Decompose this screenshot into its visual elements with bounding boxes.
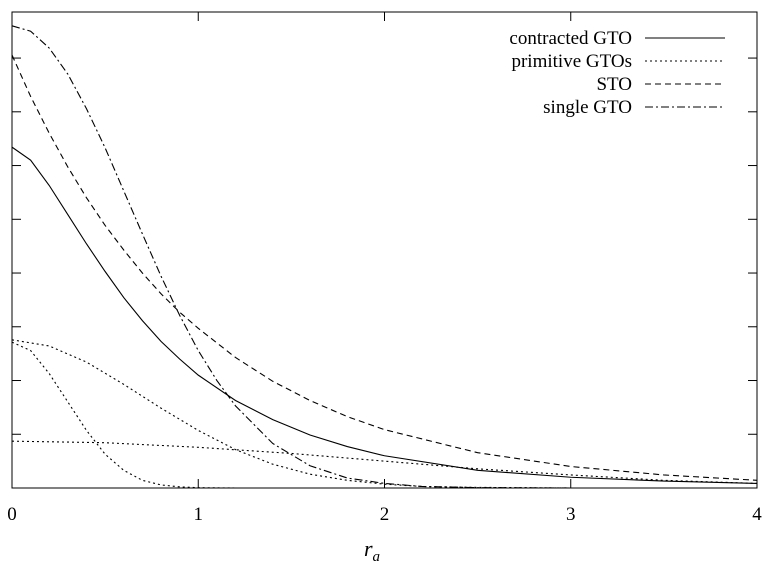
series-line-dotted-3 (11, 440, 758, 484)
series-lines (11, 25, 758, 489)
legend-label: primitive GTOs (511, 51, 632, 72)
legend-label: single GTO (543, 97, 632, 118)
series-line-dashed-4 (11, 54, 758, 481)
x-tick-label: 0 (7, 504, 17, 525)
x-tick-label: 1 (194, 504, 204, 525)
x-tick-label: 2 (380, 504, 390, 525)
legend-label: contracted GTO (509, 28, 632, 49)
legend-label: STO (596, 74, 632, 95)
axis-ticks (11, 12, 758, 489)
x-tick-label: 3 (566, 504, 576, 525)
series-line-solid-0 (11, 146, 758, 484)
x-axis-title: ra (364, 536, 380, 563)
series-line-dotted-1 (11, 341, 236, 489)
series-line-dotted-2 (11, 339, 571, 489)
x-tick-label: 4 (752, 504, 762, 525)
x-tick-labels: 0 1 2 3 4 (7, 504, 762, 525)
series-line-dashdot-5 (11, 25, 571, 489)
